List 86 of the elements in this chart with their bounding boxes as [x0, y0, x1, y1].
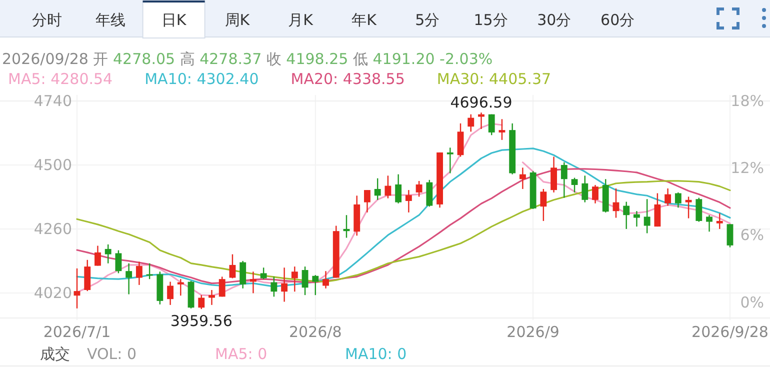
candlestick	[218, 276, 226, 298]
y-tick-label: 4260	[34, 220, 72, 238]
text: VOL: 0	[87, 345, 137, 363]
text: MA20: 4338.55	[290, 70, 405, 88]
text: 15分	[474, 11, 508, 29]
candlestick	[416, 180, 422, 198]
y-tick-label: 4740	[34, 92, 72, 110]
text: MA10: 0	[345, 345, 407, 363]
text: MA10: 4302.40	[144, 70, 259, 88]
candlestick	[468, 114, 474, 132]
y-tick-label: 4500	[34, 156, 72, 174]
candlestick	[674, 192, 682, 208]
candlestick	[623, 201, 630, 230]
candlestick	[126, 262, 132, 295]
candlestick	[696, 197, 702, 222]
candlestick	[426, 179, 433, 208]
text: 30分	[537, 11, 572, 29]
candlestick	[74, 268, 80, 310]
candlestick	[571, 177, 578, 194]
text: 年K	[352, 11, 378, 29]
candlestick	[592, 184, 598, 204]
text: 日K	[161, 11, 188, 29]
x-tick-label: 2026/7/1	[43, 323, 111, 341]
x-tick-label: 2026/9/28	[692, 323, 768, 341]
annotation: 4696.59	[450, 94, 512, 112]
candlestick	[685, 196, 692, 219]
candlestick	[488, 114, 495, 136]
candlestick	[229, 254, 236, 279]
candlestick	[582, 175, 588, 203]
candlestick	[302, 266, 308, 296]
candlestick	[446, 147, 454, 174]
candlestick	[498, 118, 506, 141]
text: 5分	[415, 11, 440, 29]
candlestick	[240, 260, 246, 290]
candlestick	[198, 294, 205, 310]
candlestick	[405, 189, 412, 214]
candlestick	[374, 178, 381, 201]
text: 60分	[600, 11, 635, 29]
candlestick	[322, 270, 329, 290]
candlestick	[644, 198, 650, 234]
candlestick	[395, 174, 402, 204]
candlestick	[664, 188, 672, 206]
annotation: 3959.56	[170, 312, 232, 330]
candlestick	[291, 266, 298, 292]
text: MA5: 0	[215, 345, 268, 363]
candlestick	[208, 289, 215, 306]
candlestick	[136, 261, 142, 286]
y2-tick-label: 0%	[740, 293, 764, 312]
text: 年线	[95, 11, 126, 29]
candlestick	[250, 271, 256, 294]
candlestick	[519, 167, 526, 190]
candlestick	[550, 156, 558, 194]
candlestick	[654, 192, 661, 228]
candlestick	[706, 214, 712, 232]
candlestick	[364, 189, 370, 214]
text: 月K	[288, 11, 314, 29]
candlestick	[716, 212, 723, 230]
candlestick	[560, 162, 568, 198]
text: MA30: 4405.37	[436, 70, 552, 88]
text: 成交	[40, 345, 70, 363]
candlestick	[312, 274, 319, 296]
candlestick	[167, 281, 174, 306]
candlestick	[94, 245, 101, 266]
y-tick-label: 4020	[34, 284, 72, 302]
candlestick	[270, 276, 278, 298]
text: 周K	[224, 11, 251, 29]
candlestick	[457, 122, 464, 158]
candlestick	[726, 223, 734, 248]
text: 2026/09/28 开 4278.05 高 4278.37 收 4198.25 低 4191.20 -2.03%	[2, 50, 493, 68]
candlestick	[384, 175, 392, 199]
text: 分时	[32, 11, 62, 29]
y2-tick-label: 6%	[740, 226, 764, 244]
candlestick	[115, 250, 122, 274]
candlestick	[177, 278, 184, 296]
y2-tick-label: 12%	[730, 159, 764, 178]
text: MA5: 4280.54	[8, 70, 113, 88]
candlestick	[281, 267, 288, 302]
candlestick	[540, 188, 547, 222]
x-tick-label: 2026/9	[506, 323, 560, 341]
candlestick	[104, 244, 112, 264]
y2-tick-label: 18%	[730, 92, 764, 110]
candlestick	[260, 267, 267, 280]
candlestick	[612, 188, 620, 218]
candlestick	[634, 210, 640, 228]
x-tick-label: 2026/8	[289, 323, 342, 341]
candlestick	[84, 259, 91, 292]
